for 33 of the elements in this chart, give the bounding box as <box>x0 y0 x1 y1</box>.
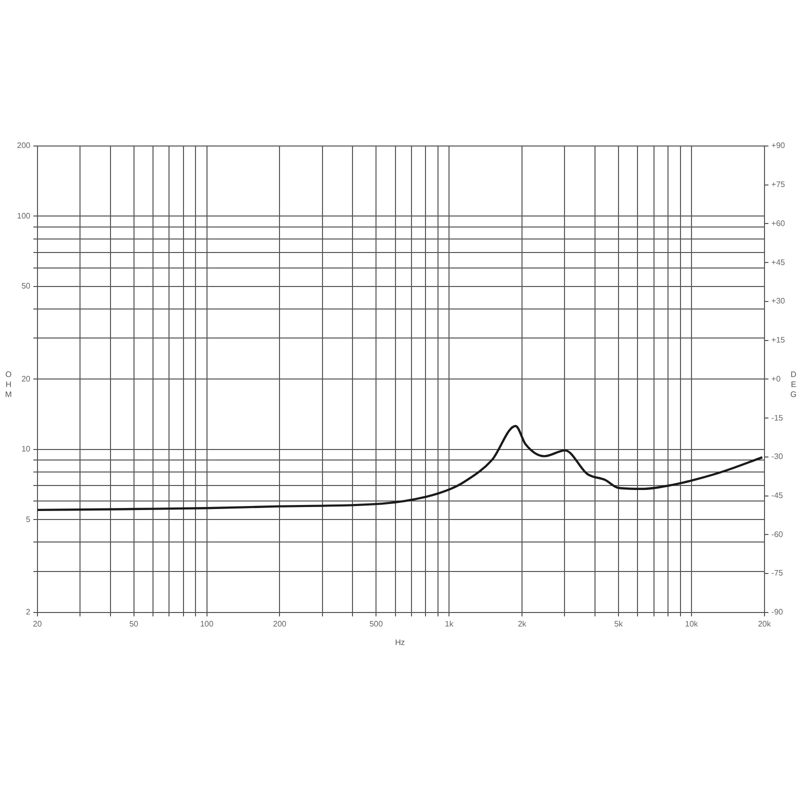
x-tick-label: 20 <box>32 619 42 628</box>
y2-tick-label: +90 <box>771 141 786 150</box>
y-tick-label: 10 <box>21 444 31 454</box>
y2-tick-label: -75 <box>771 568 784 578</box>
x-tick-label: 2k <box>518 619 528 628</box>
y2-tick-label: +0 <box>771 374 782 384</box>
y2-tick-label: +30 <box>771 296 786 306</box>
y2-axis-title: DEG <box>789 370 798 400</box>
x-tick-label: 10k <box>685 619 699 628</box>
y-tick-label: 5 <box>26 514 31 524</box>
x-tick-label: 200 <box>273 619 287 628</box>
y2-tick-label: +15 <box>771 336 786 345</box>
x-axis-title: Hz <box>394 638 406 647</box>
x-tick-label: 1k <box>444 619 454 628</box>
y-tick-label: 50 <box>21 282 31 291</box>
x-tick-label: 5k <box>614 619 624 628</box>
y2-tick-label: +60 <box>771 218 786 228</box>
y-tick-label: 20 <box>21 374 31 384</box>
x-tick-label: 500 <box>369 619 384 628</box>
x-tick-label: 50 <box>129 619 139 628</box>
y-axis-title: OHM <box>4 370 13 400</box>
y2-tick-label: -60 <box>771 530 784 539</box>
y-tick-label: 2 <box>26 608 31 617</box>
y2-tick-label: -45 <box>771 491 784 500</box>
y2-tick-label: +45 <box>771 258 786 267</box>
y-tick-label: 100 <box>16 211 31 220</box>
y2-tick-label: +75 <box>771 180 786 190</box>
y2-tick-label: -30 <box>771 452 784 462</box>
y2-tick-label: -15 <box>771 413 784 422</box>
y-tick-label: 200 <box>16 141 31 150</box>
x-tick-label: 100 <box>200 619 214 628</box>
y2-tick-label: -90 <box>771 608 784 617</box>
x-tick-label: 20k <box>758 619 772 628</box>
